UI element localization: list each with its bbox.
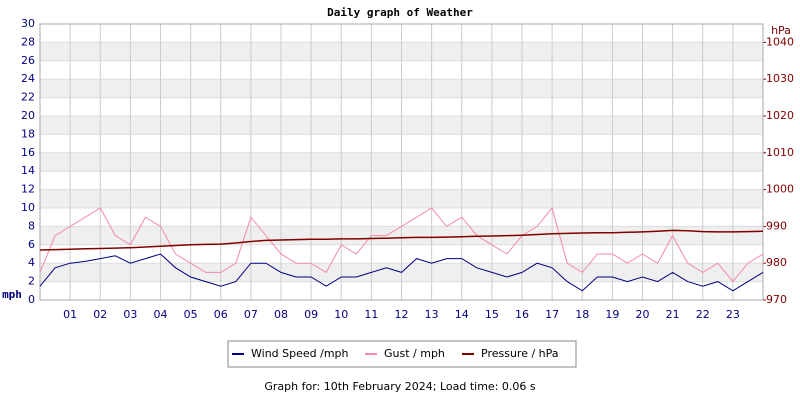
y-tick-label: 22 xyxy=(21,91,35,104)
x-tick-label: 09 xyxy=(304,308,318,321)
x-tick-label: 23 xyxy=(726,308,740,321)
x-tick-label: 05 xyxy=(184,308,198,321)
y-tick-label: 24 xyxy=(21,72,35,85)
legend-box xyxy=(227,340,577,368)
x-tick-label: 11 xyxy=(364,308,378,321)
y-tick-label: 6 xyxy=(28,238,35,251)
footer: Graph for: 10th February 2024; Load time… xyxy=(264,380,536,393)
series-line xyxy=(39,206,764,283)
y2-tick-label: 1040 xyxy=(766,35,794,48)
y2-tick-label: 1020 xyxy=(766,109,794,122)
x-tick-label: 16 xyxy=(515,308,529,321)
y-tick-label: 18 xyxy=(21,127,35,140)
x-tick-label: 17 xyxy=(545,308,559,321)
x-tick-label: 03 xyxy=(123,308,137,321)
x-tick-label: 18 xyxy=(575,308,589,321)
x-tick-label: 06 xyxy=(214,308,228,321)
y-tick-label: 26 xyxy=(21,54,35,67)
y-tick-label: 12 xyxy=(21,183,35,196)
x-tick-label: 04 xyxy=(154,308,168,321)
y-tick-label: 16 xyxy=(21,146,35,159)
x-tick-label: 20 xyxy=(636,308,650,321)
x-tick-label: 01 xyxy=(63,308,77,321)
y-tick-label: 10 xyxy=(21,201,35,214)
y-tick-label: 0 xyxy=(28,293,35,306)
plot-frame xyxy=(39,23,764,301)
y-axis-label: mph xyxy=(2,288,22,301)
x-tick-label: 15 xyxy=(485,308,499,321)
y2-tick-label: 1000 xyxy=(766,183,794,196)
x-tick-label: 02 xyxy=(93,308,107,321)
legend-label: Gust / mph xyxy=(384,347,445,360)
y2-tick-label: 1010 xyxy=(766,146,794,159)
y-tick-label: 2 xyxy=(28,275,35,288)
series-line xyxy=(39,253,764,292)
series-line xyxy=(39,229,764,251)
legend-label: Wind Speed /mph xyxy=(251,347,349,360)
x-tick-label: 19 xyxy=(605,308,619,321)
y2-tick-label: 1030 xyxy=(766,72,794,85)
y-tick-label: 30 xyxy=(21,17,35,30)
y-tick-label: 14 xyxy=(21,164,35,177)
x-tick-label: 07 xyxy=(244,308,258,321)
x-tick-label: 13 xyxy=(425,308,439,321)
legend-label: Pressure / hPa xyxy=(481,347,559,360)
x-tick-label: 22 xyxy=(696,308,710,321)
y2-tick-label: 970 xyxy=(766,293,787,306)
y-tick-label: 8 xyxy=(28,219,35,232)
grid xyxy=(40,23,763,301)
y2-axis-label: hPa xyxy=(771,24,791,37)
y-tick-label: 28 xyxy=(21,35,35,48)
x-tick-label: 21 xyxy=(666,308,680,321)
chart-title: Daily graph of Weather xyxy=(327,6,473,19)
y-tick-label: 20 xyxy=(21,109,35,122)
x-tick-label: 08 xyxy=(274,308,288,321)
x-tick-label: 14 xyxy=(455,308,469,321)
y2-tick-label: 980 xyxy=(766,256,787,269)
y2-tick-label: 990 xyxy=(766,219,787,232)
x-tick-label: 12 xyxy=(395,308,409,321)
y-tick-label: 4 xyxy=(28,256,35,269)
x-tick-label: 10 xyxy=(334,308,348,321)
